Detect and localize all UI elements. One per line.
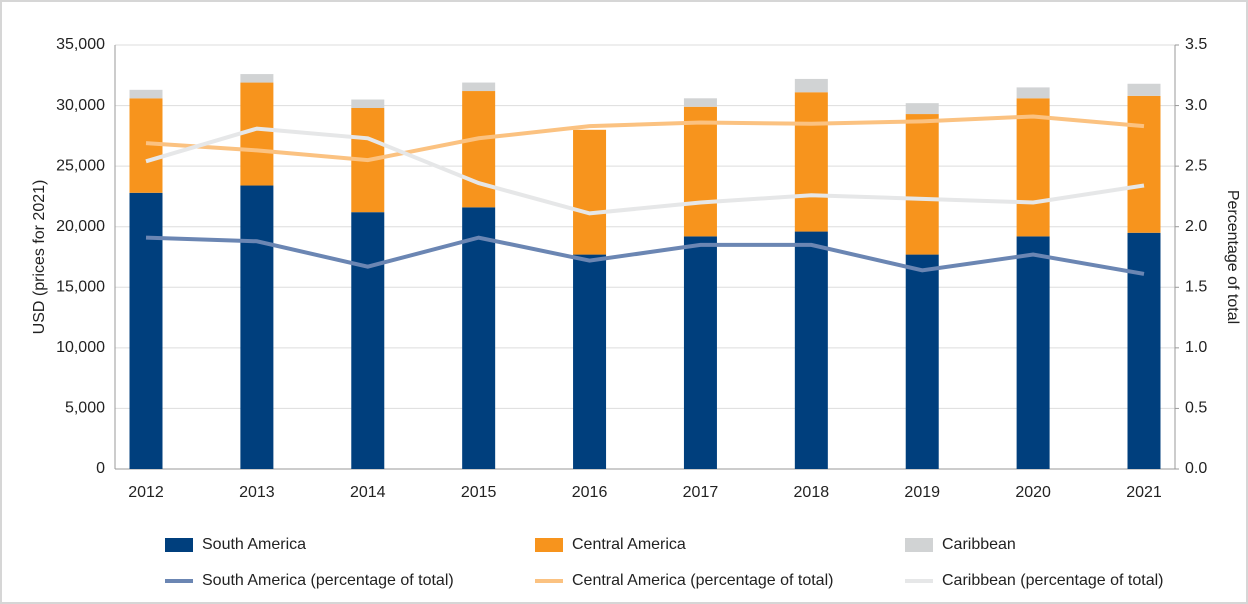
- bar: [1127, 83, 1161, 96]
- legend-label: Central America (percentage of total): [572, 572, 833, 589]
- bar: [240, 185, 274, 470]
- y2-tick-label: 3.5: [1185, 36, 1207, 53]
- y2-axis-label: Percentage of total: [1224, 190, 1241, 324]
- y-axis-label: USD (prices for 2021): [31, 180, 48, 335]
- y2-tick-label: 1.0: [1185, 339, 1207, 356]
- bar: [240, 74, 274, 83]
- bar: [462, 82, 496, 92]
- legend-label: Caribbean (percentage of total): [942, 572, 1163, 589]
- legend-label: South America (percentage of total): [202, 572, 454, 589]
- legend-swatch: [905, 538, 933, 552]
- x-tick-label: 2013: [239, 484, 275, 501]
- bar: [1127, 232, 1161, 469]
- bar: [1016, 236, 1050, 469]
- y-tick-label: 10,000: [56, 339, 105, 356]
- y-tick-label: 15,000: [56, 279, 105, 296]
- bar: [1016, 98, 1050, 237]
- y2-tick-label: 2.0: [1185, 218, 1207, 235]
- legend-label: Central America: [572, 536, 686, 553]
- y2-tick-label: 3.0: [1185, 97, 1207, 114]
- y-tick-label: 35,000: [56, 36, 105, 53]
- bar: [683, 98, 717, 107]
- x-tick-label: 2014: [350, 484, 386, 501]
- bar: [905, 103, 939, 115]
- bar: [240, 82, 274, 186]
- x-tick-label: 2020: [1015, 484, 1051, 501]
- y2-tick-label: 1.5: [1185, 279, 1207, 296]
- x-tick-label: 2016: [572, 484, 608, 501]
- bar: [1127, 95, 1161, 233]
- bar: [905, 114, 939, 255]
- legend-swatch: [535, 538, 563, 552]
- line: [145, 126, 1145, 216]
- bar: [351, 212, 385, 470]
- x-tick-label: 2015: [461, 484, 497, 501]
- bar: [129, 192, 163, 469]
- bar: [794, 92, 828, 232]
- bar: [351, 99, 385, 108]
- y-tick-label: 25,000: [56, 157, 105, 174]
- x-tick-label: 2021: [1126, 484, 1162, 501]
- y-tick-label: 20,000: [56, 218, 105, 235]
- bar: [573, 254, 607, 469]
- y2-tick-label: 0.0: [1185, 460, 1207, 477]
- bar: [573, 129, 607, 255]
- bar: [129, 89, 163, 99]
- x-tick-label: 2019: [904, 484, 940, 501]
- legend-label: Caribbean: [942, 536, 1016, 553]
- bar: [462, 207, 496, 469]
- y-tick-label: 0: [96, 460, 105, 477]
- bar: [462, 91, 496, 208]
- legend-label: South America: [202, 536, 306, 553]
- bar: [683, 106, 717, 237]
- y-tick-label: 30,000: [56, 97, 105, 114]
- bar: [905, 254, 939, 469]
- line: [145, 114, 1145, 163]
- line: [145, 235, 1145, 276]
- y2-tick-label: 0.5: [1185, 400, 1207, 417]
- x-tick-label: 2012: [128, 484, 164, 501]
- bar: [794, 78, 828, 93]
- bar: [1016, 87, 1050, 99]
- bar: [683, 236, 717, 469]
- y2-tick-label: 2.5: [1185, 157, 1207, 174]
- x-tick-label: 2017: [683, 484, 719, 501]
- legend-swatch: [165, 538, 193, 552]
- y-tick-label: 5,000: [65, 400, 105, 417]
- x-tick-label: 2018: [794, 484, 830, 501]
- bar: [794, 231, 828, 469]
